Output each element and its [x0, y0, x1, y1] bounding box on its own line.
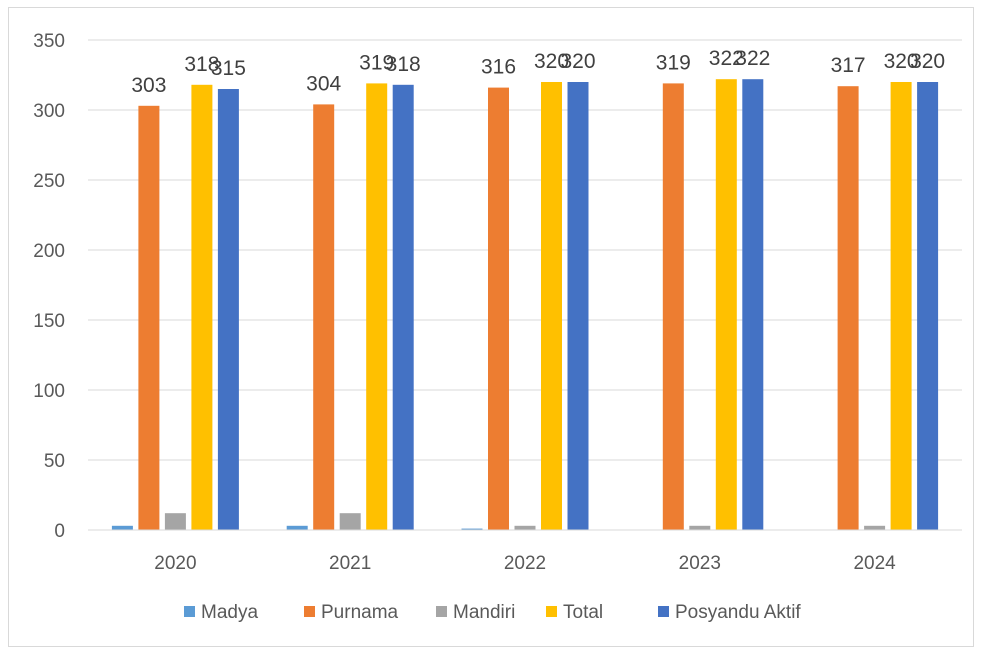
bar-posyandu-aktif-2020 [217, 89, 239, 530]
data-label: 315 [211, 57, 246, 80]
x-tick-label: 2023 [679, 553, 721, 574]
bar-madya-2022 [461, 528, 483, 530]
y-tick-label: 200 [33, 241, 65, 262]
bar-mandiri-2024 [864, 525, 886, 530]
bar-mandiri-2020 [164, 513, 186, 530]
legend-label: Purnama [321, 602, 399, 623]
x-tick-label: 2024 [853, 553, 896, 574]
data-label: 317 [831, 54, 866, 77]
data-label: 320 [910, 50, 945, 73]
bar-madya-2020 [111, 525, 133, 530]
bar-mandiri-2023 [689, 525, 711, 530]
y-tick-label: 50 [44, 451, 65, 472]
bar-posyandu-aktif-2023 [742, 79, 764, 530]
y-tick-label: 100 [33, 381, 65, 402]
y-tick-label: 350 [33, 31, 65, 52]
legend: Madya Purnama Mandiri Total Posyandu Aktif [184, 602, 801, 623]
y-tick-label: 250 [33, 171, 65, 192]
bar-total-2021 [366, 83, 388, 531]
data-label: 320 [560, 50, 595, 73]
y-tick-label: 150 [33, 311, 65, 332]
data-label: 319 [656, 51, 691, 74]
x-axis: 2020 2021 2022 2023 2024 [88, 529, 962, 574]
legend-label: Madya [201, 602, 258, 623]
bar-purnama-2022 [488, 87, 509, 530]
legend-swatch [436, 606, 447, 617]
bar-posyandu-aktif-2021 [392, 84, 414, 531]
legend-swatch [184, 606, 195, 617]
bar-purnama-2024 [837, 86, 859, 530]
data-label: 322 [735, 47, 770, 70]
x-tick-label: 2020 [154, 553, 196, 574]
data-label: 318 [386, 53, 421, 76]
legend-label: Posyandu Aktif [675, 602, 801, 623]
legend-swatch [658, 606, 669, 617]
bar-posyandu-aktif-2022 [567, 82, 589, 530]
bar-purnama-2020 [138, 105, 160, 531]
y-tick-label: 300 [33, 101, 65, 122]
bar-purnama-2021 [313, 104, 335, 531]
bar-total-2024 [890, 82, 912, 530]
data-label: 304 [306, 72, 341, 95]
legend-swatch [546, 606, 557, 617]
bar-mandiri-2022 [514, 525, 536, 530]
legend-label: Mandiri [453, 602, 515, 623]
data-label: 318 [184, 53, 219, 76]
data-label: 316 [481, 56, 516, 79]
bar-mandiri-2021 [339, 513, 361, 530]
bar-posyandu-aktif-2024 [917, 82, 939, 530]
x-tick-label: 2021 [329, 553, 371, 574]
data-label: 322 [709, 47, 744, 70]
bar-total-2023 [715, 79, 737, 530]
y-tick-label: 0 [54, 521, 65, 542]
y-axis: 0 50 100 150 200 250 300 350 [33, 31, 65, 542]
legend-label: Total [563, 602, 603, 623]
x-tick-label: 2022 [504, 553, 546, 574]
data-label: 303 [131, 74, 166, 97]
data-label: 319 [359, 51, 394, 74]
legend-swatch [304, 606, 315, 617]
bar-purnama-2023 [662, 83, 684, 531]
bar-madya-2021 [286, 525, 308, 530]
bar-total-2020 [191, 84, 213, 531]
bar-total-2022 [541, 82, 562, 530]
bars [111, 79, 939, 531]
data-label: 320 [534, 50, 569, 73]
data-label: 320 [884, 50, 919, 73]
